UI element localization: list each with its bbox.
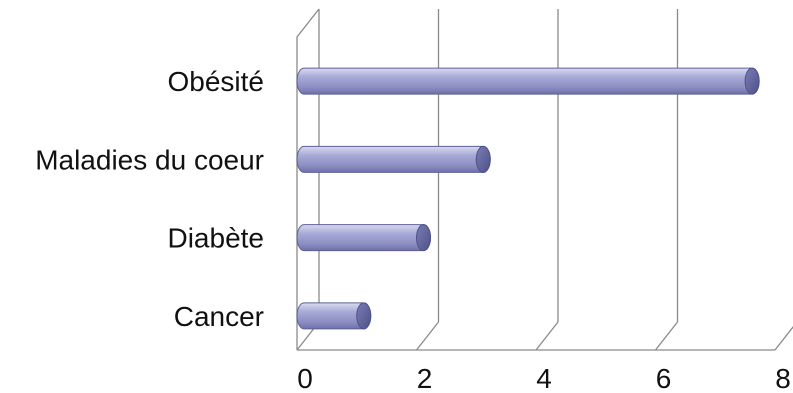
floor-line-2 [415,321,440,351]
x-tick-label-6: 6 [656,363,672,393]
bars [296,67,760,330]
grid-lines [296,8,793,351]
bar-maladies-du-coeur [296,145,491,173]
x-tick-label-8: 8 [775,363,791,393]
bar-ob-sit [296,67,760,95]
floor-line-4 [535,321,559,351]
bar-body-maladies-du-coeur [296,145,491,173]
floor-line-6 [654,321,679,351]
bar-body-ob-sit [296,67,760,95]
category-label-ob-sit: Obésité [168,66,265,97]
x-tick-label-0: 0 [297,363,313,393]
bar-body-diab-te [296,224,431,252]
category-label-diab-te: Diabète [167,223,264,254]
category-labels: Cancer Diabète Maladies du coeur Obésité [35,66,264,332]
floor-line-8 [774,326,793,351]
bar-cap-diab-te [416,224,431,252]
bar-diab-te [296,224,431,252]
bar-cancer [296,302,372,330]
x-tick-labels: 0 2 4 6 8 [297,363,791,393]
x-tick-label-4: 4 [536,363,552,393]
bar-cap-maladies-du-coeur [475,145,491,173]
category-label-cancer: Cancer [174,301,264,332]
bar-cap-ob-sit [744,67,760,95]
x-tick-label-2: 2 [417,363,433,393]
category-label-maladies-du-coeur: Maladies du coeur [35,144,264,175]
left-wall-line [296,8,320,350]
bar-cap-cancer [356,302,372,330]
